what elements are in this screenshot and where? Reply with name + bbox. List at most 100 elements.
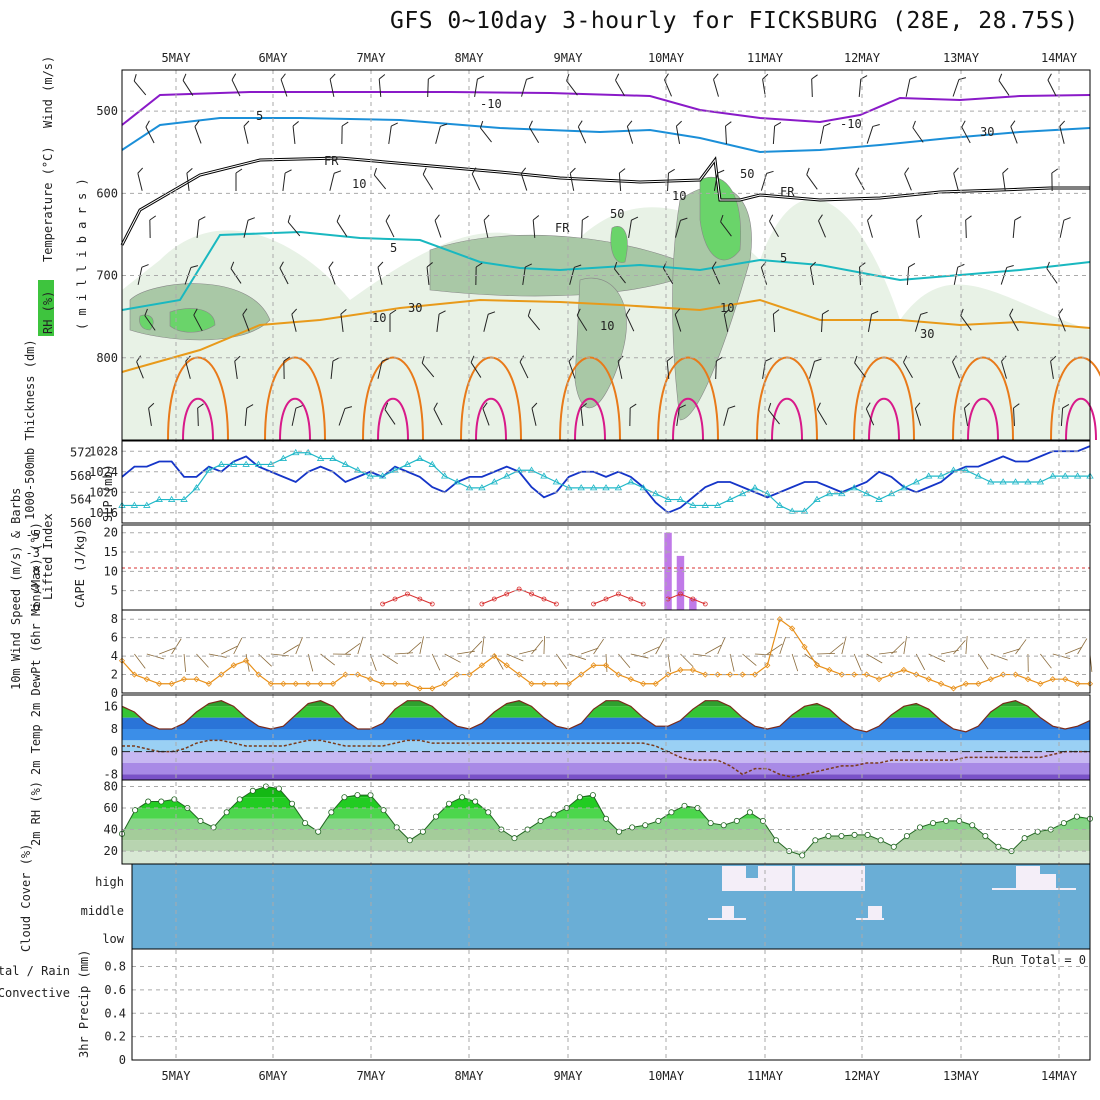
rh-point	[576, 794, 583, 801]
wind-speed-point	[1062, 676, 1069, 683]
wind-barb-shaft	[340, 314, 344, 332]
wind-barb-shaft	[421, 362, 435, 378]
wind-speed-point	[602, 662, 610, 669]
wind-barb	[626, 120, 634, 144]
wind-barb-flag	[235, 168, 243, 174]
wind-barb-shaft	[580, 407, 584, 427]
y-tick-slp: 1028	[89, 444, 118, 458]
wind-barb	[667, 168, 675, 192]
wind-barb-shaft	[866, 126, 874, 144]
wind-barb	[479, 120, 492, 143]
wind-barb-flag	[1047, 73, 1052, 81]
wind-barb	[1009, 308, 1019, 332]
wind-barb-shaft	[819, 126, 825, 144]
wind-barb-shaft	[330, 360, 334, 380]
wind-barb-shaft	[628, 220, 632, 238]
rh-contour-region	[610, 226, 628, 263]
wind-barb-shaft	[720, 221, 732, 237]
wind-barb-flag	[391, 122, 398, 127]
wind-barb-flag	[182, 73, 187, 81]
wind-barb-flag	[574, 264, 582, 268]
wind-barb-flag	[1051, 168, 1059, 174]
wind-speed-point	[516, 671, 523, 678]
y-tick-wind: 6	[111, 631, 118, 645]
wind-barb-flag	[582, 215, 589, 221]
thickness-point	[341, 460, 350, 467]
wind-barb	[182, 73, 194, 96]
wind-speed-point	[565, 680, 572, 687]
wind-barb-shaft	[185, 361, 191, 379]
wind-barb	[762, 73, 769, 97]
wind-speed-point	[243, 657, 250, 664]
wind-barb-flag	[428, 74, 435, 80]
rh-point	[995, 843, 1002, 850]
wind-barb-flag	[619, 168, 626, 174]
wind-barb-shaft	[1047, 79, 1057, 97]
wind-barb-flag	[728, 405, 736, 409]
wind-barb-10m	[866, 653, 883, 664]
y-tick-wind: 4	[111, 649, 118, 663]
wind-barb-flag	[471, 167, 477, 175]
rh-base	[122, 851, 1090, 864]
thickness-point	[689, 501, 697, 508]
thickness-point	[155, 495, 163, 502]
thickness-point	[763, 489, 772, 497]
rh-point	[930, 820, 937, 827]
wind-barb	[385, 214, 395, 238]
wind-barb-flag	[909, 76, 917, 80]
lifted-index-point	[392, 596, 398, 602]
wind-barb	[1059, 120, 1066, 144]
day-label-bottom: 11MAY	[747, 1069, 784, 1083]
cloud-fill	[795, 866, 865, 891]
wind-speed-point	[230, 662, 237, 669]
y-tick-lifted-index: -5	[26, 528, 40, 542]
wind-speed-point	[491, 653, 498, 660]
wind-barb-flag	[626, 120, 633, 127]
wind-barb-flag	[855, 167, 860, 175]
wind-barb-shaft	[519, 361, 529, 379]
day-label-bottom: 9MAY	[554, 1069, 584, 1083]
wind-barb-shaft	[291, 408, 297, 426]
wind-barb	[280, 73, 288, 97]
wind-barb-shaft	[433, 408, 443, 426]
wind-barb-flag	[426, 262, 433, 268]
wind-speed-point	[975, 680, 982, 687]
rh-point	[446, 800, 453, 807]
wind-barb-shaft	[336, 221, 348, 237]
thickness-point	[1024, 478, 1032, 485]
wind-barb	[235, 168, 243, 191]
wind-barb	[580, 403, 587, 427]
wind-barb	[675, 120, 682, 144]
wind-barb-shaft	[1050, 361, 1054, 379]
wind-barb-shaft	[769, 220, 779, 238]
thickness-point	[589, 484, 598, 491]
wind-barb-flag	[629, 403, 637, 409]
thickness-point	[329, 454, 337, 461]
wind-barb-shaft	[566, 80, 578, 96]
wind-barb-shaft	[1001, 361, 1007, 379]
wind-barb	[243, 217, 255, 238]
slp-line	[121, 445, 1091, 514]
wind-barb-shaft	[243, 126, 249, 144]
rh-point	[603, 815, 610, 822]
thickness-point	[614, 484, 623, 491]
lifted-index-point	[553, 601, 559, 607]
wind-speed-point	[267, 680, 274, 687]
wind-barb-flag	[1014, 216, 1022, 221]
wind-speed-point	[379, 680, 386, 687]
wind-barb-flag	[613, 261, 618, 270]
contour-label: -10	[480, 97, 502, 111]
wind-barb-10m	[183, 653, 187, 672]
wind-barb	[532, 215, 540, 239]
lifted-index-line	[667, 593, 706, 605]
wind-barb-10m	[419, 636, 424, 655]
wind-barb-shaft	[521, 79, 527, 97]
wind-barb-flag	[242, 308, 248, 315]
wind-barb-shaft	[960, 315, 972, 331]
wind-barb-shaft	[144, 315, 156, 331]
wind-barb-shaft	[768, 409, 780, 425]
wind-barb-flag	[1013, 403, 1020, 409]
wind-barb	[723, 308, 730, 332]
wind-barb	[433, 402, 443, 426]
day-label-top: 10MAY	[648, 51, 685, 65]
